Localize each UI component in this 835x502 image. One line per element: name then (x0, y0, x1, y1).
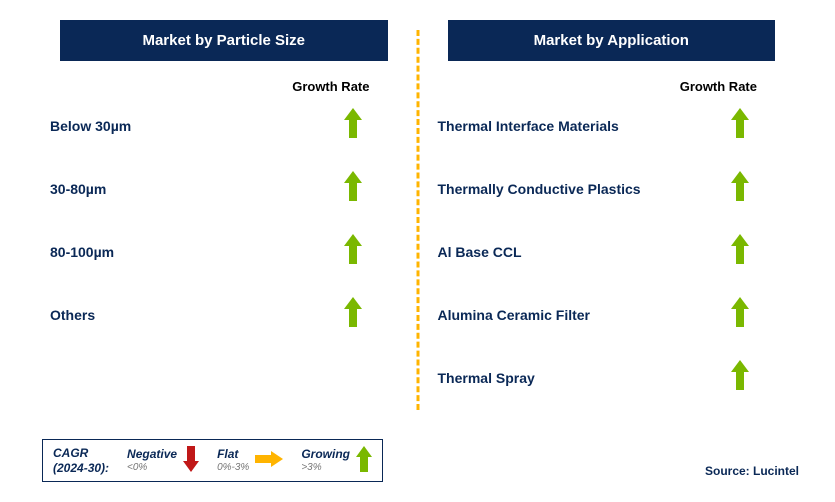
legend-negative-col: Negative <0% (127, 448, 177, 472)
legend-flat-col: Flat 0%-3% (217, 448, 249, 472)
arrow-down-icon (183, 446, 199, 475)
arrow-up-icon (731, 171, 749, 206)
legend-cagr-line2: (2024-30): (53, 461, 109, 475)
legend-box: CAGR (2024-30): Negative <0% Flat 0%-3% … (42, 439, 383, 482)
legend-flat-sub: 0%-3% (217, 462, 249, 473)
legend-cagr: CAGR (2024-30): (53, 446, 109, 475)
left-panel: Market by Particle Size Growth Rate Belo… (30, 20, 418, 420)
legend-negative-sub: <0% (127, 462, 147, 473)
legend-growing-sub: >3% (301, 462, 321, 473)
arrow-up-icon (344, 171, 362, 206)
row-label: Thermally Conductive Plastics (438, 181, 641, 197)
legend-cagr-line1: CAGR (53, 446, 109, 460)
arrow-up-icon (356, 446, 372, 475)
arrow-right-icon (255, 451, 283, 470)
row-label: Al Base CCL (438, 244, 522, 260)
source-text: Source: Lucintel (705, 464, 799, 478)
arrow-up-icon (731, 360, 749, 395)
right-panel-title: Market by Application (448, 20, 776, 61)
legend-growing-label: Growing (301, 448, 350, 461)
row-label: Alumina Ceramic Filter (438, 307, 591, 323)
right-panel: Market by Application Growth Rate Therma… (418, 20, 806, 420)
right-growth-header: Growth Rate (438, 79, 786, 94)
left-row: Below 30µm (50, 108, 398, 143)
right-row: Thermal Spray (438, 360, 786, 395)
vertical-divider (416, 30, 419, 410)
left-row: 30-80µm (50, 171, 398, 206)
left-row: Others (50, 297, 398, 332)
right-row: Alumina Ceramic Filter (438, 297, 786, 332)
row-label: Thermal Interface Materials (438, 118, 619, 134)
row-label: 30-80µm (50, 181, 106, 197)
arrow-up-icon (731, 297, 749, 332)
row-label: Thermal Spray (438, 370, 535, 386)
legend-flat: Flat 0%-3% (217, 448, 283, 472)
arrow-up-icon (344, 234, 362, 269)
arrow-up-icon (731, 108, 749, 143)
legend-growing-col: Growing >3% (301, 448, 350, 472)
row-label: 80-100µm (50, 244, 114, 260)
arrow-up-icon (344, 108, 362, 143)
main-container: Market by Particle Size Growth Rate Belo… (0, 0, 835, 420)
right-row: Al Base CCL (438, 234, 786, 269)
left-panel-title: Market by Particle Size (60, 20, 388, 61)
arrow-up-icon (731, 234, 749, 269)
left-growth-header: Growth Rate (50, 79, 398, 94)
right-row: Thermally Conductive Plastics (438, 171, 786, 206)
left-row: 80-100µm (50, 234, 398, 269)
legend-growing: Growing >3% (301, 446, 372, 475)
right-row: Thermal Interface Materials (438, 108, 786, 143)
legend-negative: Negative <0% (127, 446, 199, 475)
legend-flat-label: Flat (217, 448, 238, 461)
row-label: Others (50, 307, 95, 323)
legend-negative-label: Negative (127, 448, 177, 461)
arrow-up-icon (344, 297, 362, 332)
row-label: Below 30µm (50, 118, 131, 134)
